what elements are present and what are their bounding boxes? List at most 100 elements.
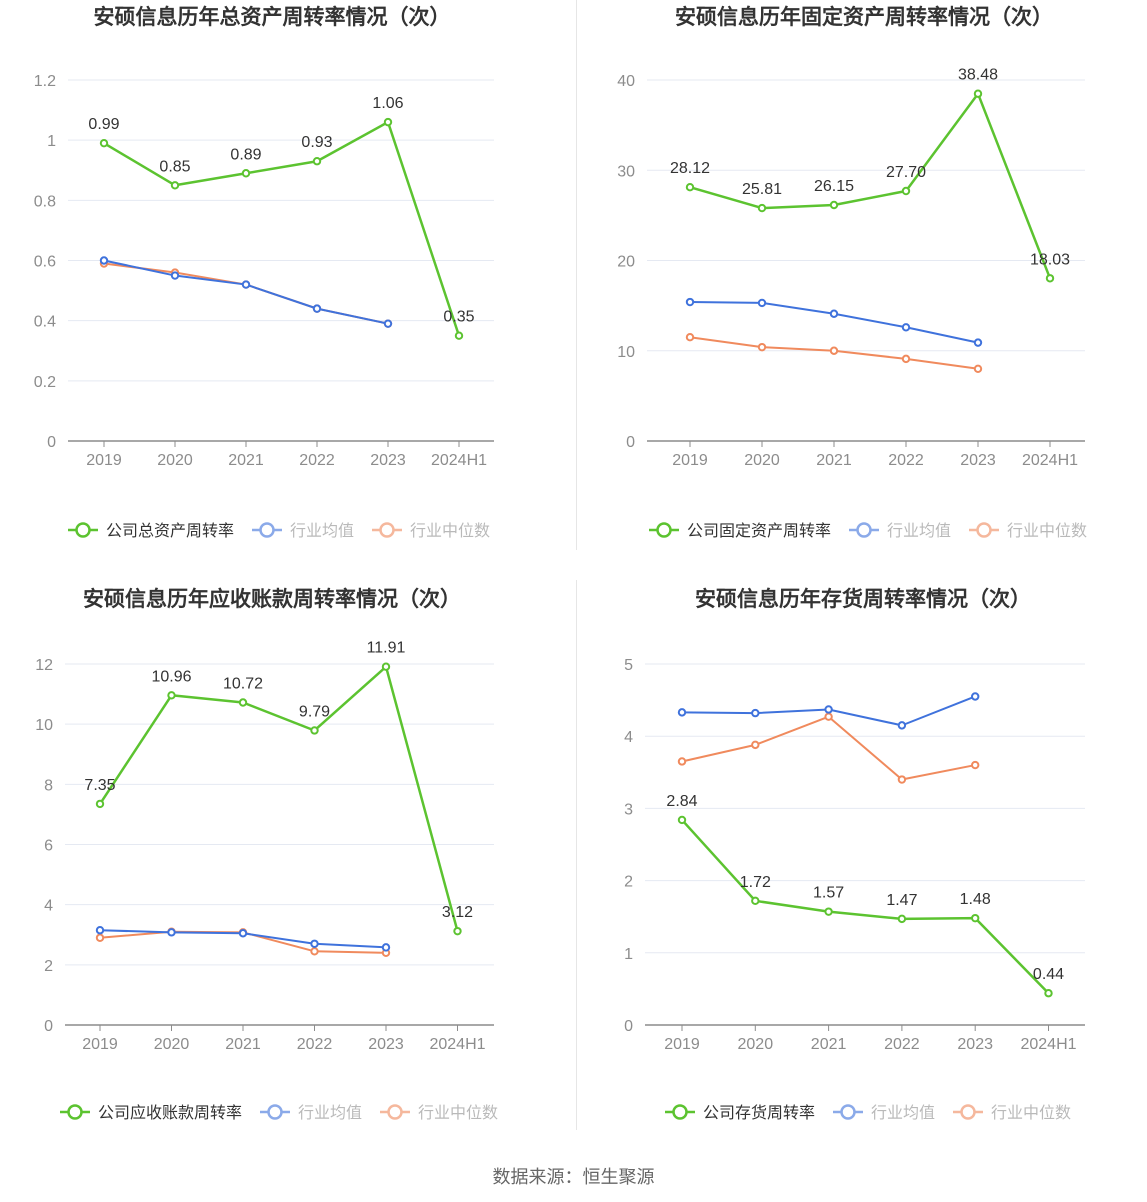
data-point-company <box>901 186 911 196</box>
data-point-industry_median <box>971 760 980 770</box>
data-label: 0.93 <box>301 134 332 151</box>
series-line-industry_avg <box>103 259 389 325</box>
legend-item-industry_avg: 行业均值 <box>833 1104 935 1122</box>
data-point-industry_avg <box>310 939 319 948</box>
data-label: 0.85 <box>159 158 190 175</box>
y-tick-label: 0 <box>626 434 635 451</box>
x-tick-label: 2021 <box>225 1036 261 1053</box>
data-point-company <box>383 117 393 127</box>
data-point-company <box>971 913 980 923</box>
data-point-industry_avg <box>381 943 391 952</box>
legend-label: 公司固定资产周转率 <box>687 522 831 540</box>
data-point-company <box>1044 989 1053 998</box>
series-line-company <box>103 120 461 337</box>
data-label: 26.15 <box>814 178 854 195</box>
y-tick-label: 0.2 <box>34 374 56 391</box>
y-tick-label: 2 <box>44 958 53 975</box>
x-tick-label: 2021 <box>811 1036 847 1053</box>
vertical-divider <box>576 0 577 550</box>
y-tick-label: 0 <box>44 1018 53 1035</box>
data-point-company <box>897 914 907 924</box>
data-point-industry_median <box>897 775 907 784</box>
data-point-company <box>99 138 109 148</box>
legend-label: 行业均值 <box>290 522 354 540</box>
chart-title: 安硕信息历年固定资产周转率情况（次） <box>675 5 1053 29</box>
data-point-industry_avg <box>95 926 105 935</box>
series-line-company <box>98 665 459 932</box>
data-point-industry_median <box>751 740 760 750</box>
legend-item-industry_median: 行业中位数 <box>969 522 1087 540</box>
x-tick-label: 2023 <box>960 452 996 469</box>
legend-marker <box>960 1104 976 1120</box>
chart-title: 安硕信息历年总资产周转率情况（次） <box>94 5 451 29</box>
data-point-industry_avg <box>829 309 839 318</box>
series-line-industry_median <box>681 715 976 781</box>
y-tick-label: 3 <box>624 801 633 818</box>
y-tick-label: 6 <box>44 838 53 855</box>
y-tick-label: 1.2 <box>34 73 56 90</box>
y-tick-label: 20 <box>617 254 635 271</box>
legend-marker <box>387 1104 403 1120</box>
data-point-industry_avg <box>897 721 907 730</box>
data-point-industry_avg <box>677 708 687 717</box>
data-point-industry_avg <box>238 929 248 938</box>
legend-marker <box>840 1104 856 1120</box>
data-point-industry_avg <box>312 304 322 313</box>
data-label: 7.35 <box>84 777 115 794</box>
legend-marker <box>75 522 91 538</box>
data-label: 9.79 <box>299 703 330 720</box>
x-tick-label: 2021 <box>816 452 852 469</box>
data-point-industry_avg <box>751 708 760 718</box>
legend-item-industry_median: 行业中位数 <box>372 522 490 540</box>
data-point-industry_avg <box>757 298 767 308</box>
data-point-company <box>685 183 695 192</box>
y-tick-label: 8 <box>44 777 53 794</box>
legend-marker <box>259 522 275 538</box>
data-label: 28.12 <box>670 160 710 177</box>
data-point-industry_median <box>829 346 839 355</box>
x-tick-label: 2020 <box>154 1036 190 1053</box>
data-label: 0.99 <box>88 116 119 133</box>
legend-marker <box>379 522 395 538</box>
data-label: 1.72 <box>740 874 771 891</box>
x-tick-label: 2022 <box>884 1036 920 1053</box>
legend-item-industry_median: 行业中位数 <box>953 1104 1071 1122</box>
y-tick-label: 4 <box>624 729 633 746</box>
x-tick-label: 2019 <box>672 452 708 469</box>
chart-total-asset-turnover: 安硕信息历年总资产周转率情况（次） 0 0.2 0.4 0.6 0.8 1 1.2 2019 20… <box>34 5 494 540</box>
data-point-industry_avg <box>383 319 393 328</box>
data-point-industry_median <box>677 757 687 766</box>
legend-label: 行业均值 <box>871 1104 935 1122</box>
data-point-industry_median <box>685 333 695 342</box>
data-label: 3.12 <box>442 904 473 921</box>
data-point-company <box>454 331 464 340</box>
data-point-company <box>829 200 839 210</box>
data-label: 1.57 <box>813 885 844 902</box>
data-point-company <box>170 181 180 190</box>
data-point-industry_avg <box>167 928 176 937</box>
y-tick-label: 0.4 <box>34 314 56 331</box>
x-tick-label: 2020 <box>744 452 780 469</box>
y-tick-label: 0.6 <box>34 254 56 271</box>
legend-marker <box>656 522 672 538</box>
vertical-divider-lower <box>576 580 577 1130</box>
y-tick-label: 30 <box>617 163 635 180</box>
y-tick-label: 5 <box>624 657 633 674</box>
x-tick-label: 2020 <box>157 452 193 469</box>
legend-label: 行业中位数 <box>991 1104 1071 1122</box>
y-tick-label: 1 <box>47 133 56 150</box>
x-tick-label: 2020 <box>738 1036 774 1053</box>
data-label: 18.03 <box>1030 251 1070 268</box>
legend-marker <box>67 1104 83 1120</box>
y-tick-label: 2 <box>624 874 633 891</box>
legend-label: 行业中位数 <box>418 1104 498 1122</box>
data-point-company <box>312 157 322 166</box>
x-tick-label: 2019 <box>82 1036 118 1053</box>
data-point-company <box>751 896 760 906</box>
y-tick-label: 0 <box>47 434 56 451</box>
legend-label: 行业中位数 <box>410 522 490 540</box>
y-tick-label: 0 <box>624 1018 633 1035</box>
chart-panel-receivables-turnover: 安硕信息历年应收账款周转率情况（次） 0 2 4 6 8 10 12 2019 2020 2021 2… <box>0 582 576 1142</box>
data-point-company <box>238 698 248 707</box>
y-tick-label: 0.8 <box>34 193 56 210</box>
